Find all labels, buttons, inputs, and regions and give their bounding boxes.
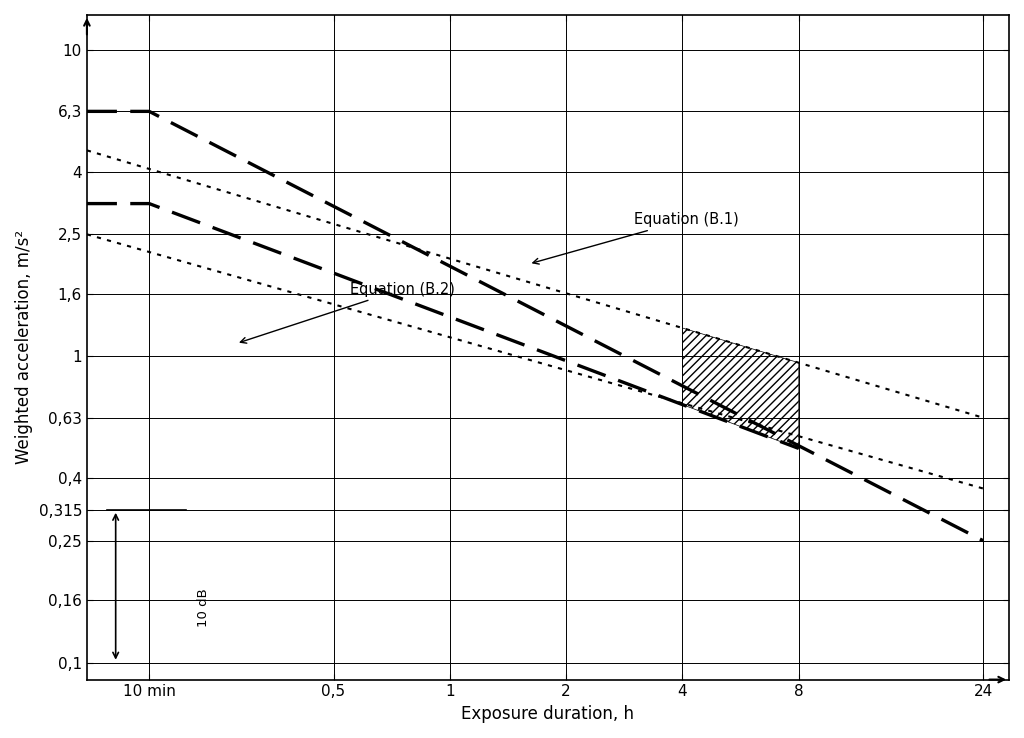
- Y-axis label: Weighted acceleration, m/s²: Weighted acceleration, m/s²: [15, 230, 33, 464]
- Text: Equation (B.2): Equation (B.2): [241, 282, 455, 343]
- Text: 10 dB: 10 dB: [197, 588, 210, 627]
- Text: Equation (B.1): Equation (B.1): [532, 212, 739, 264]
- X-axis label: Exposure duration, h: Exposure duration, h: [462, 705, 635, 723]
